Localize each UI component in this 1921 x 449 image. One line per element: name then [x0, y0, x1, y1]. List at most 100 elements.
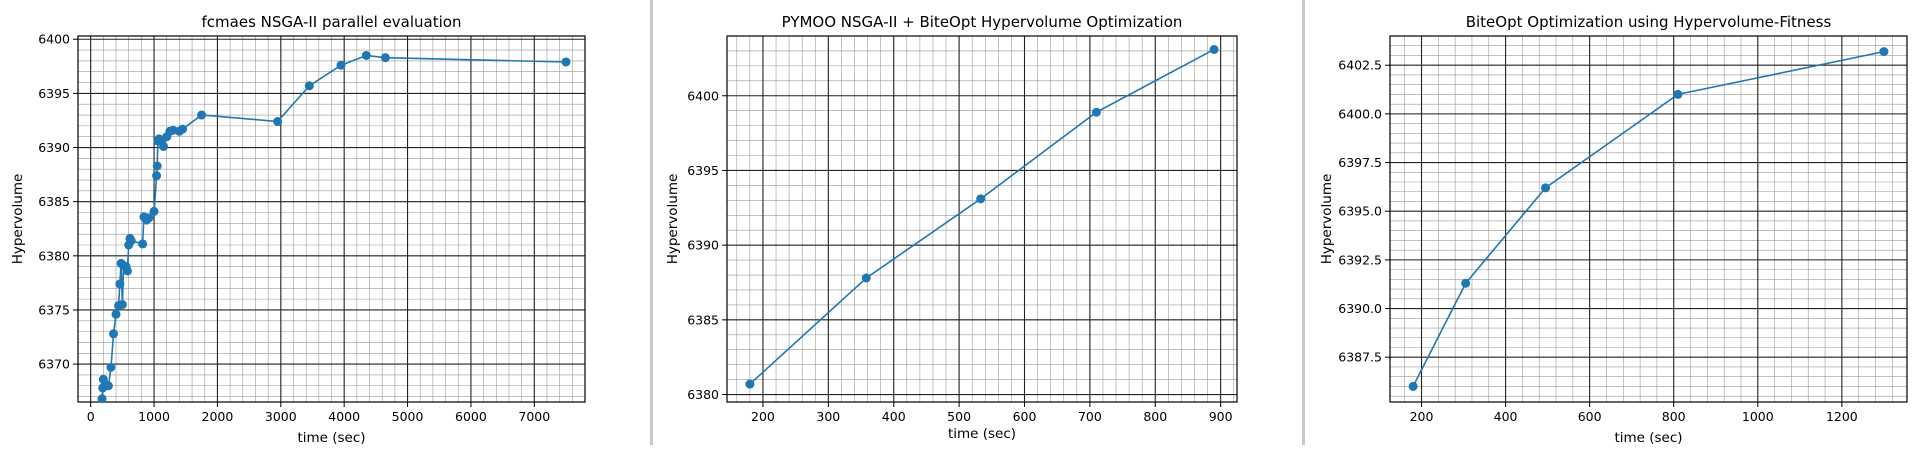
x-axis-label: time (sec) — [297, 430, 365, 445]
data-point — [152, 171, 162, 181]
panel-separator — [1302, 0, 1305, 445]
chart-2: 200 300 400 500 600 700 800 900 6380 6385 6390 6395… — [665, 13, 1238, 442]
y-tick-label: 6395 — [687, 163, 719, 178]
x-tick-label: 200 — [1410, 409, 1434, 424]
data-point — [103, 381, 113, 391]
x-tick-label: 600 — [1578, 409, 1602, 424]
x-tick-label: 1000 — [1742, 409, 1774, 424]
x-tick-label: 1200 — [1826, 409, 1858, 424]
data-point — [97, 394, 107, 404]
y-tick-label: 6400 — [687, 88, 719, 103]
y-tick-label: 6380 — [38, 248, 70, 263]
data-point — [1541, 183, 1551, 193]
data-point — [152, 161, 162, 171]
data-point — [1879, 47, 1889, 57]
x-tick-label: 900 — [1209, 409, 1233, 424]
data-point — [273, 117, 283, 127]
chart-panel-2: 200 300 400 500 600 700 800 900 6380 6385 6390 6395… — [655, 0, 1300, 445]
data-point — [144, 213, 154, 223]
y-tick-label: 6385 — [38, 194, 70, 209]
data-point — [976, 194, 986, 204]
x-tick-label: 7000 — [518, 409, 550, 424]
x-axis-label: time (sec) — [948, 426, 1016, 442]
data-point — [117, 300, 127, 310]
data-point — [361, 50, 371, 60]
y-tick-label: 6397.5 — [1338, 155, 1382, 170]
grid — [727, 35, 1237, 402]
y-tick-label: 6395 — [38, 86, 70, 101]
chart-panel-3: 200 400 600 800 1000 1200 6387.5 6390.0 6392.5 63… — [1307, 0, 1921, 446]
x-tick-label: 800 — [1143, 409, 1167, 424]
data-point — [115, 279, 125, 289]
chart-3: 200 400 600 800 1000 1200 6387.5 6390.0 6392.5 63… — [1319, 13, 1908, 446]
y-tick-label: 6370 — [38, 357, 70, 372]
data-point — [745, 379, 755, 389]
data-point — [197, 110, 207, 120]
x-tick-label: 3000 — [265, 409, 297, 424]
x-axis-label: time (sec) — [1614, 430, 1682, 445]
data-point — [1461, 278, 1471, 288]
data-point — [108, 329, 118, 339]
x-tick-label: 600 — [1013, 409, 1037, 424]
y-axis-label: Hypervolume — [1319, 174, 1335, 265]
x-tick-label: 700 — [1078, 409, 1102, 424]
plot-frame — [1389, 35, 1908, 403]
y-axis-label: Hypervolume — [665, 174, 681, 265]
chart-title: BiteOpt Optimization using Hypervolume-F… — [1466, 13, 1832, 31]
y-tick-label: 6380 — [687, 387, 719, 402]
x-tick-label: 5000 — [392, 409, 424, 424]
data-point — [1209, 44, 1219, 54]
plot-frame — [726, 35, 1238, 403]
y-tick-label: 6375 — [38, 302, 70, 317]
chart-title: fcmaes NSGA-II parallel evaluation — [202, 13, 462, 31]
x-tick-label: 500 — [947, 409, 971, 424]
x-tick-label: 400 — [882, 409, 906, 424]
y-tick-label: 6390 — [687, 238, 719, 253]
data-point — [1091, 107, 1101, 117]
x-tick-label: 400 — [1494, 409, 1518, 424]
grid — [1390, 35, 1907, 402]
x-tick-label: 4000 — [328, 409, 360, 424]
x-tick-label: 6000 — [455, 409, 487, 424]
panel-separator — [650, 0, 653, 445]
y-tick-label: 6390.0 — [1338, 301, 1382, 316]
data-point — [149, 206, 159, 216]
y-axis-label: Hypervolume — [10, 174, 26, 265]
series-line — [1412, 50, 1885, 387]
x-tick-label: 300 — [816, 409, 840, 424]
x-tick-label: 800 — [1662, 409, 1686, 424]
x-tick-label: 200 — [751, 409, 775, 424]
x-tick-label: 1000 — [138, 409, 170, 424]
chart-1: 0 1000 2000 3000 4000 5000 6000 7000 6370 6375 638… — [10, 13, 586, 446]
chart-panel-1: 0 1000 2000 3000 4000 5000 6000 7000 6370 6375 638… — [0, 0, 648, 446]
data-point — [126, 236, 136, 246]
x-tick-label: 2000 — [202, 409, 234, 424]
grid — [77, 36, 586, 402]
data-point — [122, 266, 132, 276]
y-tick-label: 6402.5 — [1338, 58, 1382, 73]
chart-title: PYMOO NSGA-II + BiteOpt Hypervolume Opti… — [782, 13, 1183, 31]
data-point — [1673, 89, 1683, 99]
data-point — [138, 239, 148, 249]
plot-frame — [77, 35, 586, 403]
data-point — [561, 57, 571, 67]
y-tick-label: 6387.5 — [1338, 350, 1382, 365]
data-point — [106, 362, 116, 372]
y-tick-label: 6385 — [687, 312, 719, 327]
data-point — [111, 309, 121, 319]
data-point — [336, 60, 346, 70]
y-tick-label: 6390 — [38, 140, 70, 155]
y-tick-label: 6400 — [38, 32, 70, 47]
data-point — [304, 81, 314, 91]
x-tick-label: 0 — [87, 409, 95, 424]
series-line — [749, 48, 1215, 385]
y-tick-label: 6400.0 — [1338, 106, 1382, 121]
y-tick-label: 6395.0 — [1338, 204, 1382, 219]
data-point — [861, 273, 871, 283]
y-tick-label: 6392.5 — [1338, 252, 1382, 267]
data-point — [159, 141, 169, 151]
data-point — [380, 53, 390, 63]
data-point — [1408, 381, 1418, 391]
data-point — [178, 124, 188, 134]
